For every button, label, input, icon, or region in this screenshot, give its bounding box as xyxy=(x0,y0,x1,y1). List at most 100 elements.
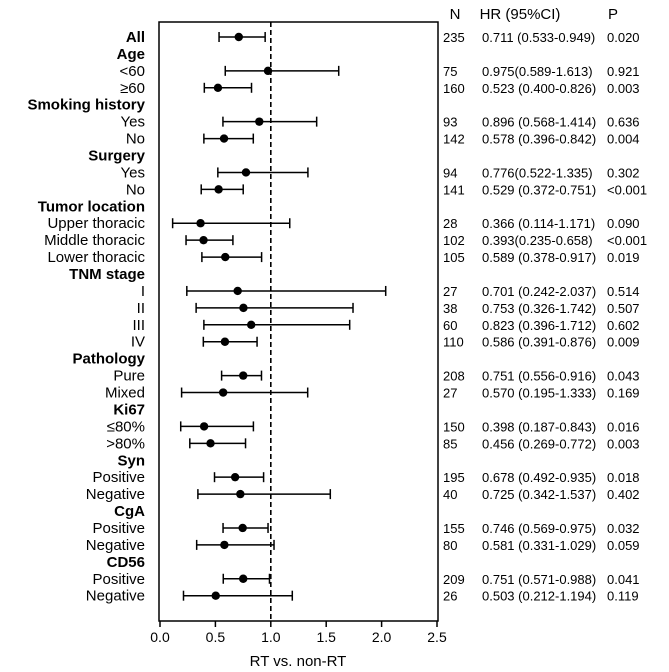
p-value: 0.302 xyxy=(607,165,640,180)
hr-ci-value: 0.570 (0.195-1.333) xyxy=(482,386,596,401)
hr-point xyxy=(239,371,248,380)
hr-ci-value: 0.523 (0.400-0.826) xyxy=(482,81,596,96)
forest-row: Positive 195 0.678 (0.492-0.935) 0.018 xyxy=(92,469,639,486)
subgroup-label: No xyxy=(126,181,145,198)
forest-row: TNM stage xyxy=(69,266,145,283)
n-value: 80 xyxy=(443,538,457,553)
hr-ci-value: 0.529 (0.372-0.751) xyxy=(482,182,596,197)
x-tick-label: 1.0 xyxy=(261,629,281,645)
forest-row: Negative 80 0.581 (0.331-1.029) 0.059 xyxy=(86,537,640,554)
p-value: 0.018 xyxy=(607,470,640,485)
hr-point xyxy=(206,439,215,448)
hr-ci-value: 0.823 (0.396-1.712) xyxy=(482,318,596,333)
forest-row: IV 110 0.586 (0.391-0.876) 0.009 xyxy=(131,334,640,351)
hr-ci-value: 0.711 (0.533-0.949) xyxy=(482,30,595,45)
forest-row: <60 75 0.975(0.589-1.613) 0.921 xyxy=(120,63,640,80)
n-value: 160 xyxy=(443,81,465,96)
hr-point xyxy=(230,472,240,482)
group-label: Ki67 xyxy=(113,401,145,418)
p-value: 0.169 xyxy=(607,386,640,401)
p-value: 0.921 xyxy=(607,64,640,79)
n-value: 141 xyxy=(443,182,465,197)
group-label: Tumor location xyxy=(38,198,145,215)
n-value: 85 xyxy=(443,436,457,451)
hr-ci-value: 0.751 (0.556-0.916) xyxy=(482,369,596,384)
subgroup-label: ≤80% xyxy=(107,418,145,435)
subgroup-label: Mixed xyxy=(105,385,145,402)
x-tick-label: 2.5 xyxy=(427,629,447,645)
hr-ci-value: 0.975(0.589-1.613) xyxy=(482,64,593,79)
subgroup-label: Yes xyxy=(121,114,145,131)
p-value: 0.016 xyxy=(607,419,640,434)
forest-row: II 38 0.753 (0.326-1.742) 0.507 xyxy=(137,300,640,317)
hr-point xyxy=(218,388,228,397)
p-value: 0.119 xyxy=(607,589,639,604)
hr-point xyxy=(234,32,243,42)
group-label: CgA xyxy=(114,503,145,520)
forest-row: Positive 155 0.746 (0.569-0.975) 0.032 xyxy=(92,520,639,537)
subgroup-label: Positive xyxy=(92,571,145,588)
forest-row: I 27 0.701 (0.242-2.037) 0.514 xyxy=(141,283,640,300)
x-tick-label: 1.5 xyxy=(316,629,336,645)
hr-ci-value: 0.751 (0.571-0.988) xyxy=(482,572,596,587)
x-tick-label: 0.0 xyxy=(150,629,170,645)
n-value: 27 xyxy=(443,386,457,401)
plot-frame xyxy=(158,21,439,622)
n-value: 110 xyxy=(443,335,464,350)
forest-row: Negative 40 0.725 (0.342-1.537) 0.402 xyxy=(86,486,640,503)
x-tick-label: 2.0 xyxy=(372,629,392,645)
hr-point xyxy=(199,235,208,245)
subgroup-label: >80% xyxy=(106,435,145,452)
n-value: 26 xyxy=(443,589,457,604)
p-value: 0.514 xyxy=(607,284,640,299)
n-value: 75 xyxy=(443,64,457,79)
hr-point xyxy=(219,134,229,143)
hr-ci-value: 0.393(0.235-0.658) xyxy=(482,233,593,248)
forest-row: ≤80% 150 0.398 (0.187-0.843) 0.016 xyxy=(107,418,640,435)
forest-row: Pathology xyxy=(72,351,145,368)
n-value: 195 xyxy=(443,470,465,485)
n-value: 38 xyxy=(443,301,457,316)
hr-ci-value: 0.725 (0.342-1.537) xyxy=(482,487,596,502)
forest-row: CD56 xyxy=(107,554,145,571)
n-value: 93 xyxy=(443,115,457,130)
n-value: 142 xyxy=(443,132,465,147)
n-value: 105 xyxy=(443,250,465,265)
hr-point xyxy=(233,286,242,296)
n-value: 102 xyxy=(443,233,465,248)
p-value: <0.001 xyxy=(607,182,647,197)
p-value: 0.043 xyxy=(607,369,640,384)
group-label: All xyxy=(126,29,145,46)
hr-ci-value: 0.456 (0.269-0.772) xyxy=(482,436,596,451)
group-label: Smoking history xyxy=(27,97,145,114)
forest-row: Smoking history xyxy=(27,97,145,114)
forest-row: Tumor location xyxy=(38,198,145,215)
hr-point xyxy=(220,540,229,550)
column-header-hr: HR (95%CI) xyxy=(480,6,561,23)
hr-point xyxy=(238,523,247,533)
p-value: 0.090 xyxy=(607,216,640,231)
subgroup-label: Yes xyxy=(121,164,145,181)
forest-row: Lower thoracic 105 0.589 (0.378-0.917) 0.01… xyxy=(47,249,639,266)
hr-point xyxy=(199,422,209,431)
subgroup-label: IV xyxy=(131,334,145,351)
group-label: TNM stage xyxy=(69,266,145,283)
x-axis-label: RT vs. non-RT xyxy=(250,653,347,670)
column-header-n: N xyxy=(450,6,461,23)
group-label: Surgery xyxy=(88,148,145,165)
hr-point xyxy=(246,320,256,330)
group-label: Syn xyxy=(117,452,145,469)
n-value: 40 xyxy=(443,487,457,502)
hr-point xyxy=(221,252,230,262)
hr-ci-value: 0.678 (0.492-0.935) xyxy=(482,470,596,485)
p-value: 0.507 xyxy=(607,301,640,316)
forest-row: Syn xyxy=(117,452,145,469)
forest-row: >80% 85 0.456 (0.269-0.772) 0.003 xyxy=(106,435,639,452)
hr-point xyxy=(220,337,230,346)
subgroup-label: Negative xyxy=(86,537,145,554)
n-value: 150 xyxy=(443,419,465,434)
subgroup-label: Positive xyxy=(92,469,145,486)
p-value: 0.009 xyxy=(607,335,640,350)
forest-row: Upper thoracic 28 0.366 (0.114-1.171) 0.090 xyxy=(47,215,639,232)
